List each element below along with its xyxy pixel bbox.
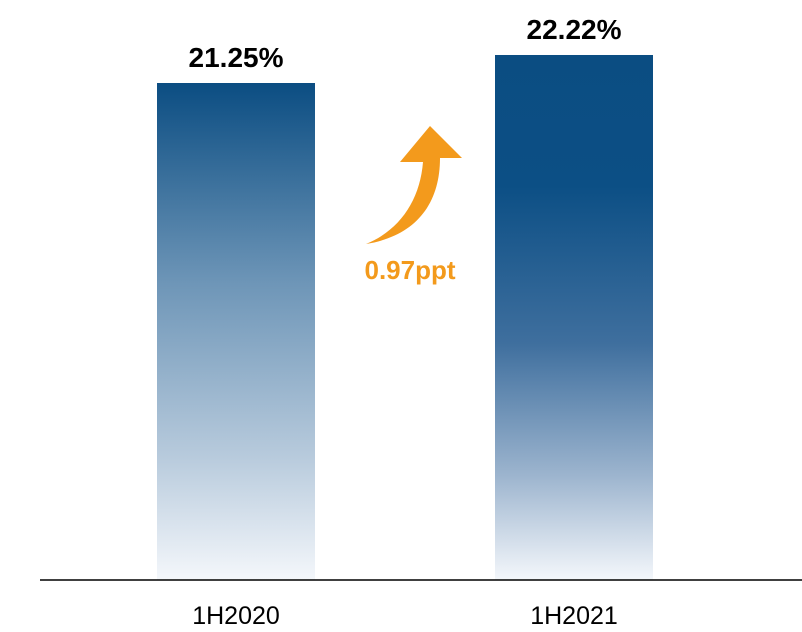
- bars-group: [157, 54, 653, 581]
- bar-1h2021: [495, 54, 653, 581]
- value-label-1h2020: 21.25%: [189, 42, 284, 73]
- bar-1h2020: [157, 83, 315, 580]
- value-label-1h2021: 22.22%: [527, 14, 622, 45]
- category-label-1h2021: 1H2021: [530, 602, 618, 630]
- category-labels-group: 1H2020 1H2021: [192, 602, 618, 630]
- category-label-1h2020: 1H2020: [192, 602, 280, 630]
- up-arrow-icon: [366, 126, 462, 244]
- delta-annotation-label: 0.97ppt: [364, 255, 455, 285]
- value-labels-group: 21.25% 22.22%: [189, 14, 622, 73]
